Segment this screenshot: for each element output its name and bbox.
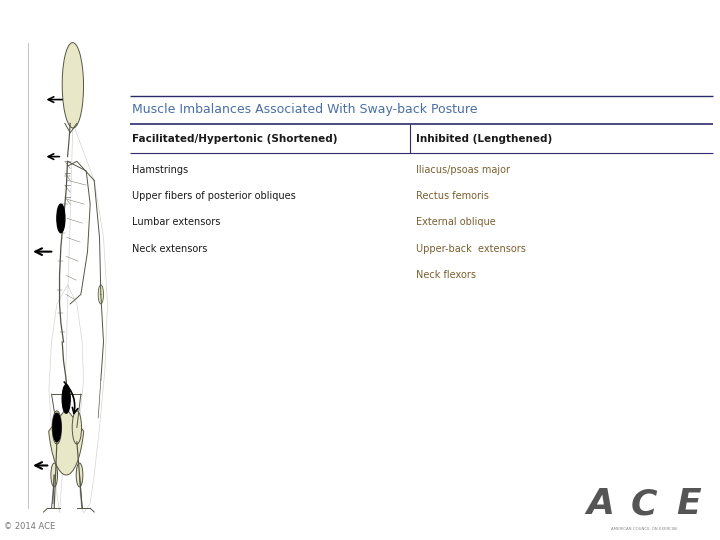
Text: AMERICAN COUNCIL ON EXERCISE: AMERICAN COUNCIL ON EXERCISE	[611, 527, 678, 531]
Text: E: E	[676, 488, 701, 521]
Text: Upper-back  extensors: Upper-back extensors	[416, 244, 526, 254]
Ellipse shape	[62, 43, 84, 128]
Circle shape	[98, 285, 104, 304]
Circle shape	[53, 413, 61, 442]
Text: Neck flexors: Neck flexors	[416, 270, 476, 280]
Text: C: C	[631, 488, 657, 521]
Text: Iliacus/psoas major: Iliacus/psoas major	[416, 165, 510, 175]
Circle shape	[57, 204, 65, 233]
Text: Hamstrings: Hamstrings	[132, 165, 189, 175]
Circle shape	[53, 411, 61, 444]
Text: Rectus femoris: Rectus femoris	[416, 191, 489, 201]
Circle shape	[72, 411, 81, 444]
Text: Neck extensors: Neck extensors	[132, 244, 208, 254]
Text: POSTURAL DEVIATIONS AND MUSCLE IMBALANCES: POSTURAL DEVIATIONS AND MUSCLE IMBALANCE…	[11, 26, 585, 45]
Text: Lumbar extensors: Lumbar extensors	[132, 218, 221, 227]
Text: A: A	[587, 488, 615, 521]
Text: © 2014 ACE: © 2014 ACE	[4, 522, 55, 531]
Text: Muscle Imbalances Associated With Sway-back Posture: Muscle Imbalances Associated With Sway-b…	[132, 103, 478, 117]
Circle shape	[62, 384, 71, 413]
Wedge shape	[49, 408, 84, 475]
Text: Inhibited (Lengthened): Inhibited (Lengthened)	[416, 133, 552, 144]
Circle shape	[51, 463, 58, 487]
Text: External oblique: External oblique	[416, 218, 496, 227]
Text: Facilitated/Hypertonic (Shortened): Facilitated/Hypertonic (Shortened)	[132, 133, 338, 144]
Circle shape	[76, 463, 83, 487]
Text: Upper fibers of posterior obliques: Upper fibers of posterior obliques	[132, 191, 296, 201]
